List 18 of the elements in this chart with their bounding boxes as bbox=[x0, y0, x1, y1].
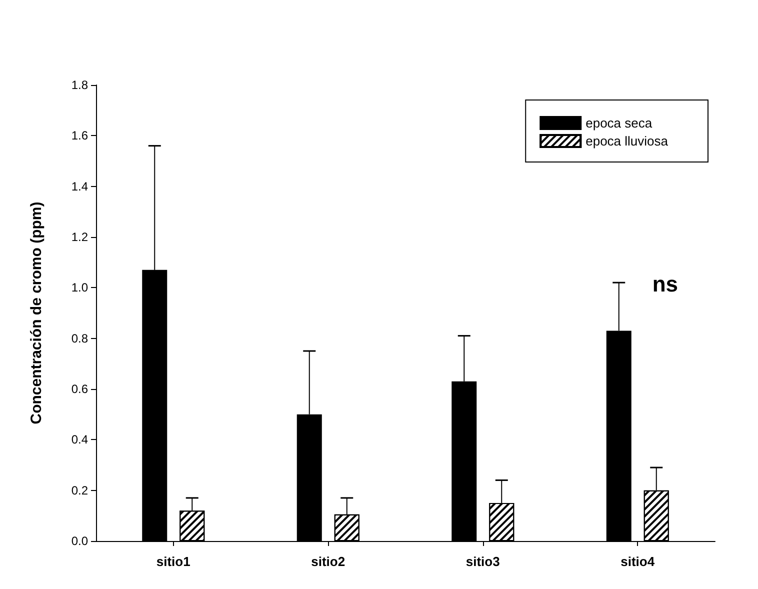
x-tick-label: sitio2 bbox=[311, 554, 346, 569]
y-tick-label: 0.4 bbox=[71, 432, 88, 447]
x-tick-label: sitio1 bbox=[156, 554, 190, 569]
y-tick-label: 1.4 bbox=[71, 179, 88, 194]
legend-label: epoca lluviosa bbox=[586, 134, 669, 148]
y-tick-label: 0.6 bbox=[71, 382, 88, 396]
y-tick-label: 1.2 bbox=[71, 230, 88, 244]
y-tick-label: 0.0 bbox=[71, 534, 88, 548]
x-tick-label: sitio4 bbox=[620, 554, 656, 569]
y-tick-label: 1.8 bbox=[71, 78, 88, 92]
annotation: ns bbox=[652, 272, 678, 296]
y-axis-title: Concentración de cromo (ppm) bbox=[28, 202, 45, 424]
y-tick-label: 1.6 bbox=[71, 128, 88, 143]
x-tick-label: sitio3 bbox=[466, 554, 500, 569]
legend-label: epoca seca bbox=[586, 116, 653, 130]
y-tick-label: 1.0 bbox=[71, 280, 88, 295]
y-tick-label: 0.8 bbox=[71, 331, 88, 346]
y-tick-label: 0.2 bbox=[71, 483, 88, 498]
